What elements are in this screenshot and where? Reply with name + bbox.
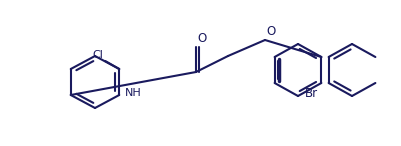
Text: NH: NH [125, 87, 142, 98]
Text: O: O [197, 32, 206, 45]
Text: O: O [266, 25, 275, 38]
Text: Br: Br [305, 87, 318, 100]
Text: Cl: Cl [92, 50, 103, 60]
